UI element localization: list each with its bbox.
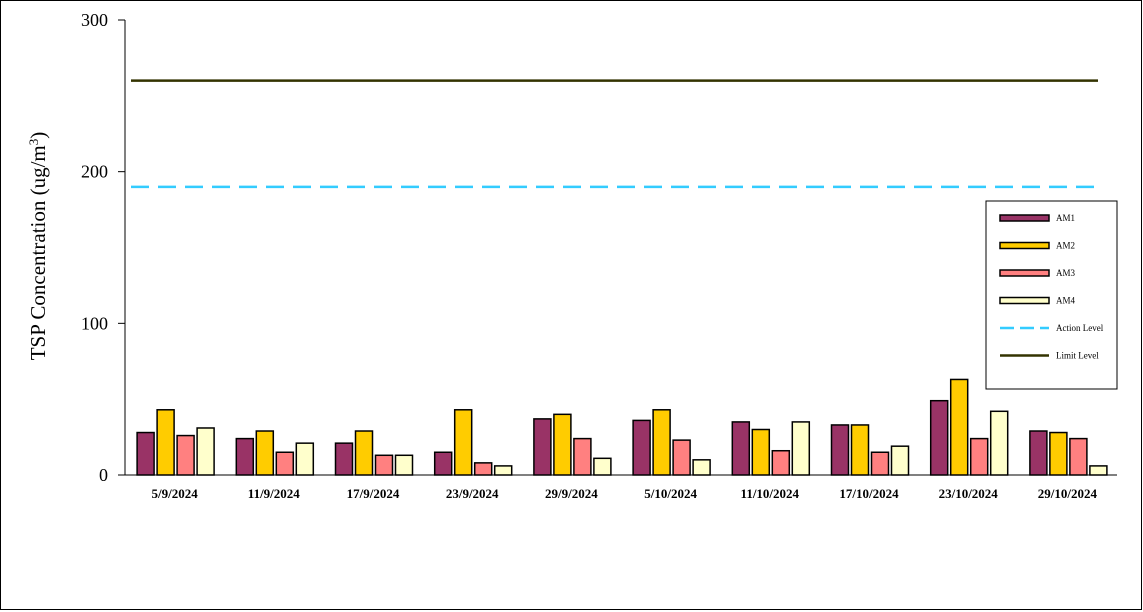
bar-am4: [493, 465, 513, 476]
bar-am1: [136, 431, 155, 476]
bar-am3: [176, 434, 195, 476]
legend-swatch-am4: [999, 296, 1050, 305]
bars: [136, 378, 1108, 476]
y-axis-label-close: ): [26, 132, 50, 139]
bar-am1: [433, 451, 453, 476]
x-category-label: 29/9/2024: [545, 486, 598, 501]
bar-am1: [830, 424, 850, 476]
bar-am4: [1089, 465, 1108, 476]
bar-am2: [850, 424, 870, 476]
bar-am4: [890, 445, 910, 476]
bar-am4: [692, 459, 711, 476]
bar-am2: [255, 430, 275, 476]
x-category-label: 23/10/2024: [939, 486, 999, 501]
bar-am3: [275, 451, 295, 476]
y-axis-label: TSP Concentration (ug/m3): [26, 132, 51, 361]
bar-am1: [731, 421, 751, 476]
legend-swatch-am1: [999, 214, 1050, 222]
legend: AM1 AM2 AM3 AM4 Action Level Limit Level: [985, 200, 1118, 390]
y-tick-label: 0: [99, 465, 108, 485]
x-category-label: 5/10/2024: [644, 486, 697, 501]
x-category-label: 11/9/2024: [248, 486, 301, 501]
bar-am1: [632, 419, 651, 476]
bar-am2: [553, 413, 572, 476]
bar-am2: [156, 409, 175, 476]
legend-swatch-am3: [999, 269, 1050, 277]
bar-am4: [196, 427, 215, 476]
bar-am2: [652, 409, 671, 476]
bar-am2: [354, 430, 374, 476]
bar-am3: [672, 439, 691, 476]
y-tick-label: 200: [81, 162, 108, 182]
bar-am3: [573, 437, 592, 476]
bar-am3: [870, 451, 890, 476]
bar-am3: [969, 437, 989, 476]
y-axis-label-superscript: 3: [26, 139, 41, 146]
bar-am3: [374, 454, 394, 476]
bar-am4: [295, 442, 315, 476]
x-category-label: 5/9/2024: [151, 486, 198, 501]
y-axis-label-text: TSP Concentration (ug/m: [26, 145, 50, 360]
bar-am3: [1069, 437, 1088, 476]
bar-am1: [235, 437, 255, 476]
x-category-label: 17/10/2024: [839, 486, 899, 501]
bar-am1: [334, 442, 354, 476]
legend-box: [985, 200, 1118, 390]
bar-am2: [1049, 431, 1068, 476]
x-category-label: 17/9/2024: [347, 486, 400, 501]
bar-am4: [394, 454, 414, 476]
bar-am3: [473, 462, 493, 476]
bar-am1: [1029, 430, 1048, 476]
legend-label: AM2: [1056, 241, 1075, 251]
bar-am2: [751, 428, 771, 476]
axes: 0 100 200 300 5/9/2024 11/9/2024 17/9/2024 23/9…: [81, 10, 1117, 501]
legend-label: AM3: [1056, 268, 1076, 278]
bar-am4: [593, 457, 612, 476]
x-category-label: 11/10/2024: [741, 486, 800, 501]
x-category-label: 29/10/2024: [1038, 486, 1098, 501]
legend-swatch-am2: [999, 241, 1050, 250]
bar-am2: [453, 409, 473, 476]
legend-label: AM4: [1056, 296, 1076, 306]
bar-am2: [949, 378, 969, 476]
bar-am4: [791, 421, 811, 476]
bar-am3: [771, 449, 791, 476]
legend-label: Action Level: [1056, 323, 1104, 333]
legend-label: Limit Level: [1056, 351, 1099, 361]
reference-lines: [131, 79, 1098, 189]
legend-label: AM1: [1056, 213, 1075, 223]
bar-am1: [533, 418, 552, 476]
bar-am4: [989, 410, 1009, 476]
x-category-label: 23/9/2024: [446, 486, 499, 501]
y-tick-label: 300: [81, 10, 108, 30]
y-tick-label: 100: [81, 313, 108, 333]
bar-am1: [929, 399, 949, 476]
